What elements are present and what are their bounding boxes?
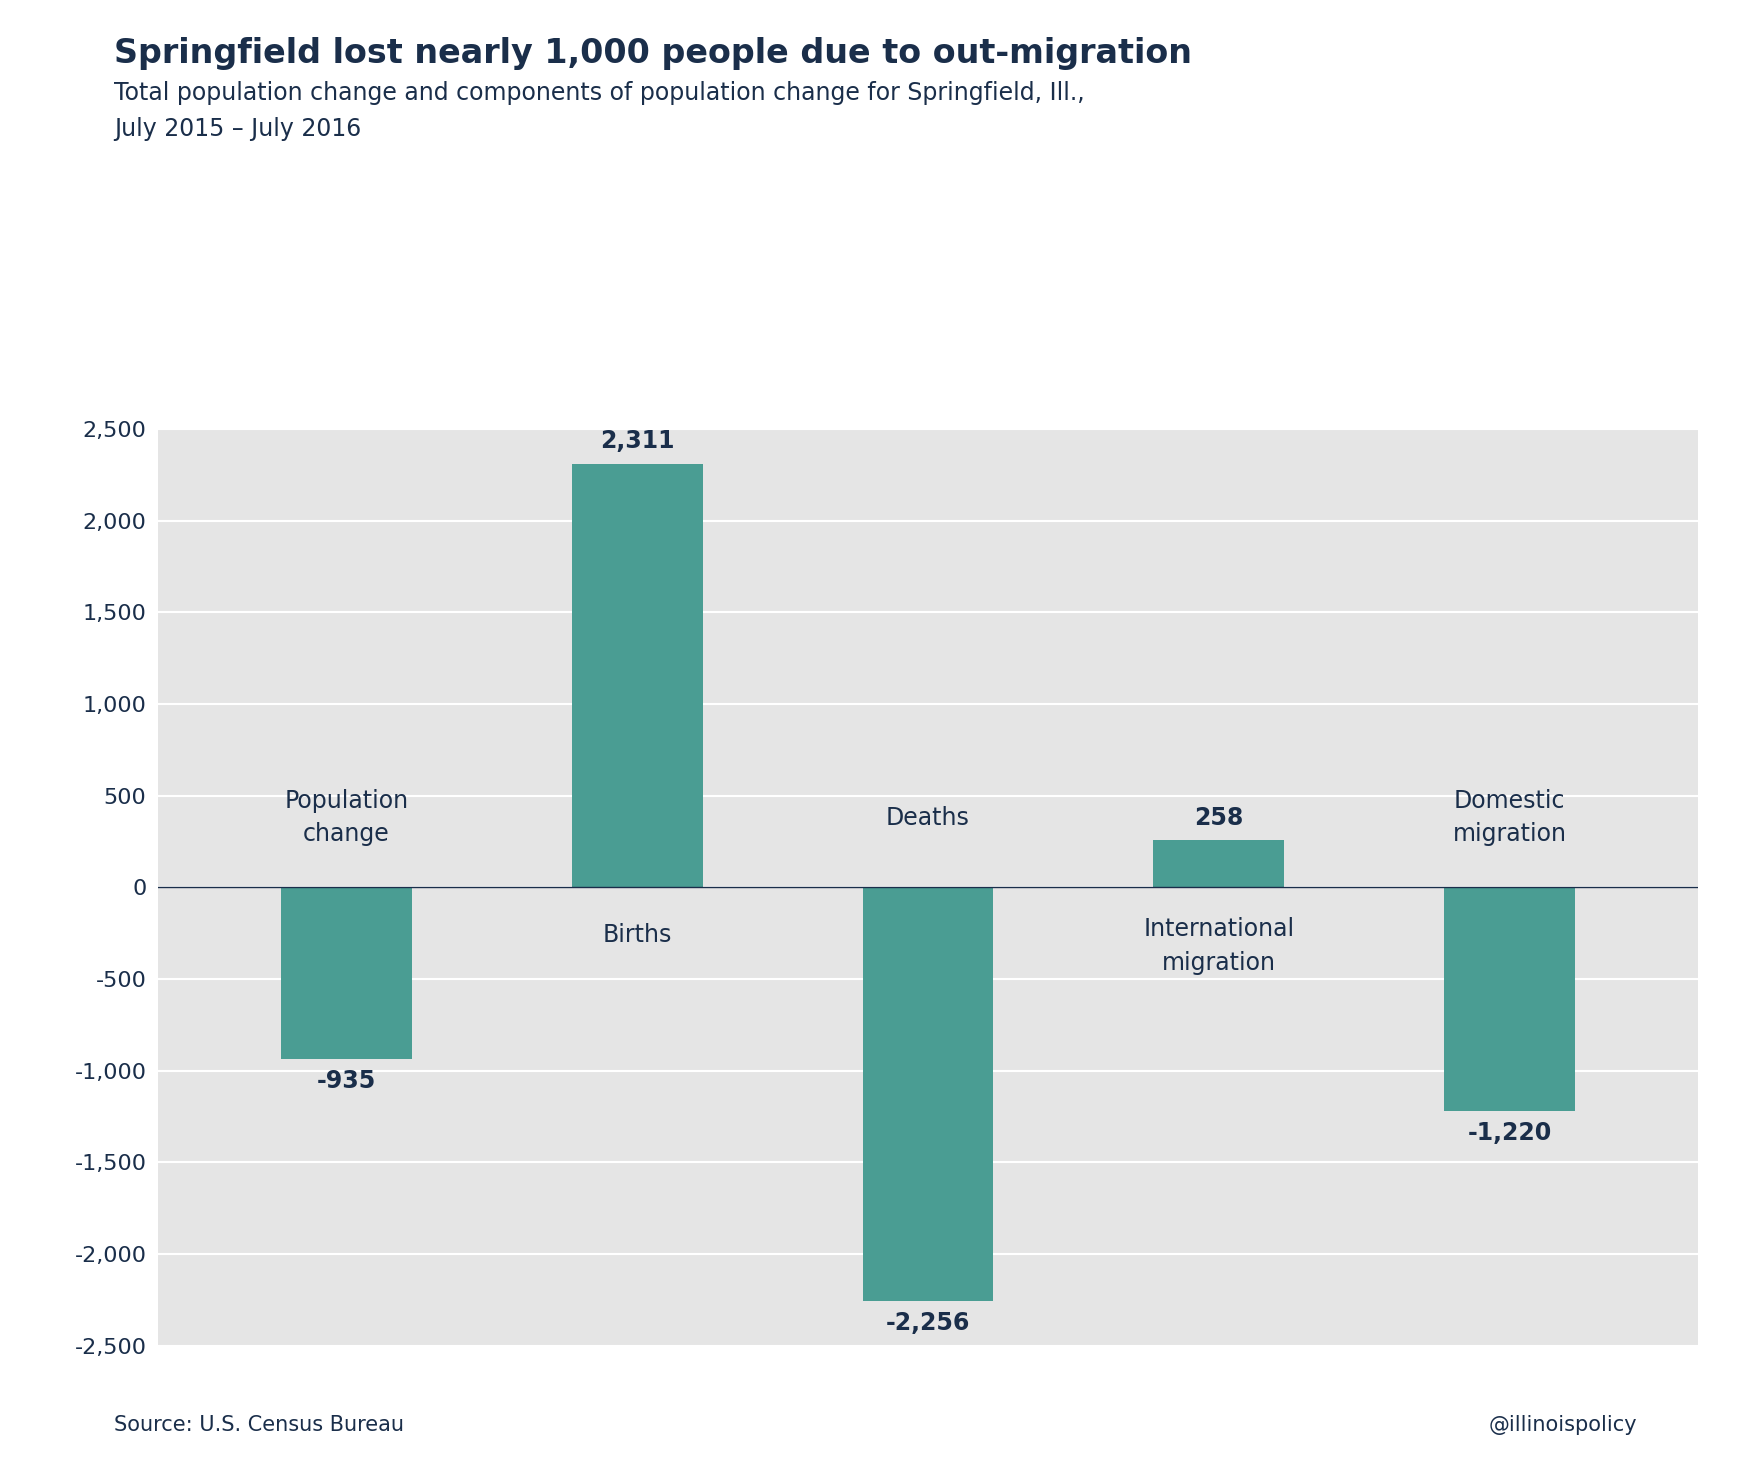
- Text: Deaths: Deaths: [886, 806, 970, 830]
- Bar: [573, 463, 702, 887]
- Text: International
migration: International migration: [1143, 917, 1294, 975]
- Text: Population
change: Population change: [284, 788, 408, 846]
- Bar: [863, 887, 993, 1302]
- Bar: [1445, 887, 1574, 1111]
- Bar: [282, 887, 411, 1059]
- Text: -2,256: -2,256: [886, 1312, 970, 1336]
- Text: Springfield lost nearly 1,000 people due to out-migration: Springfield lost nearly 1,000 people due…: [114, 37, 1192, 70]
- Text: 258: 258: [1194, 806, 1243, 830]
- Text: Domestic
migration: Domestic migration: [1453, 788, 1567, 846]
- Text: 2,311: 2,311: [601, 429, 674, 454]
- Bar: [1154, 840, 1283, 887]
- Text: @illinoispolicy: @illinoispolicy: [1488, 1414, 1637, 1435]
- Text: -935: -935: [317, 1069, 376, 1093]
- Text: Total population change and components of population change for Springfield, Ill: Total population change and components o…: [114, 81, 1084, 141]
- Text: Births: Births: [602, 923, 672, 947]
- Text: Source: U.S. Census Bureau: Source: U.S. Census Bureau: [114, 1414, 404, 1435]
- Text: -1,220: -1,220: [1467, 1121, 1551, 1145]
